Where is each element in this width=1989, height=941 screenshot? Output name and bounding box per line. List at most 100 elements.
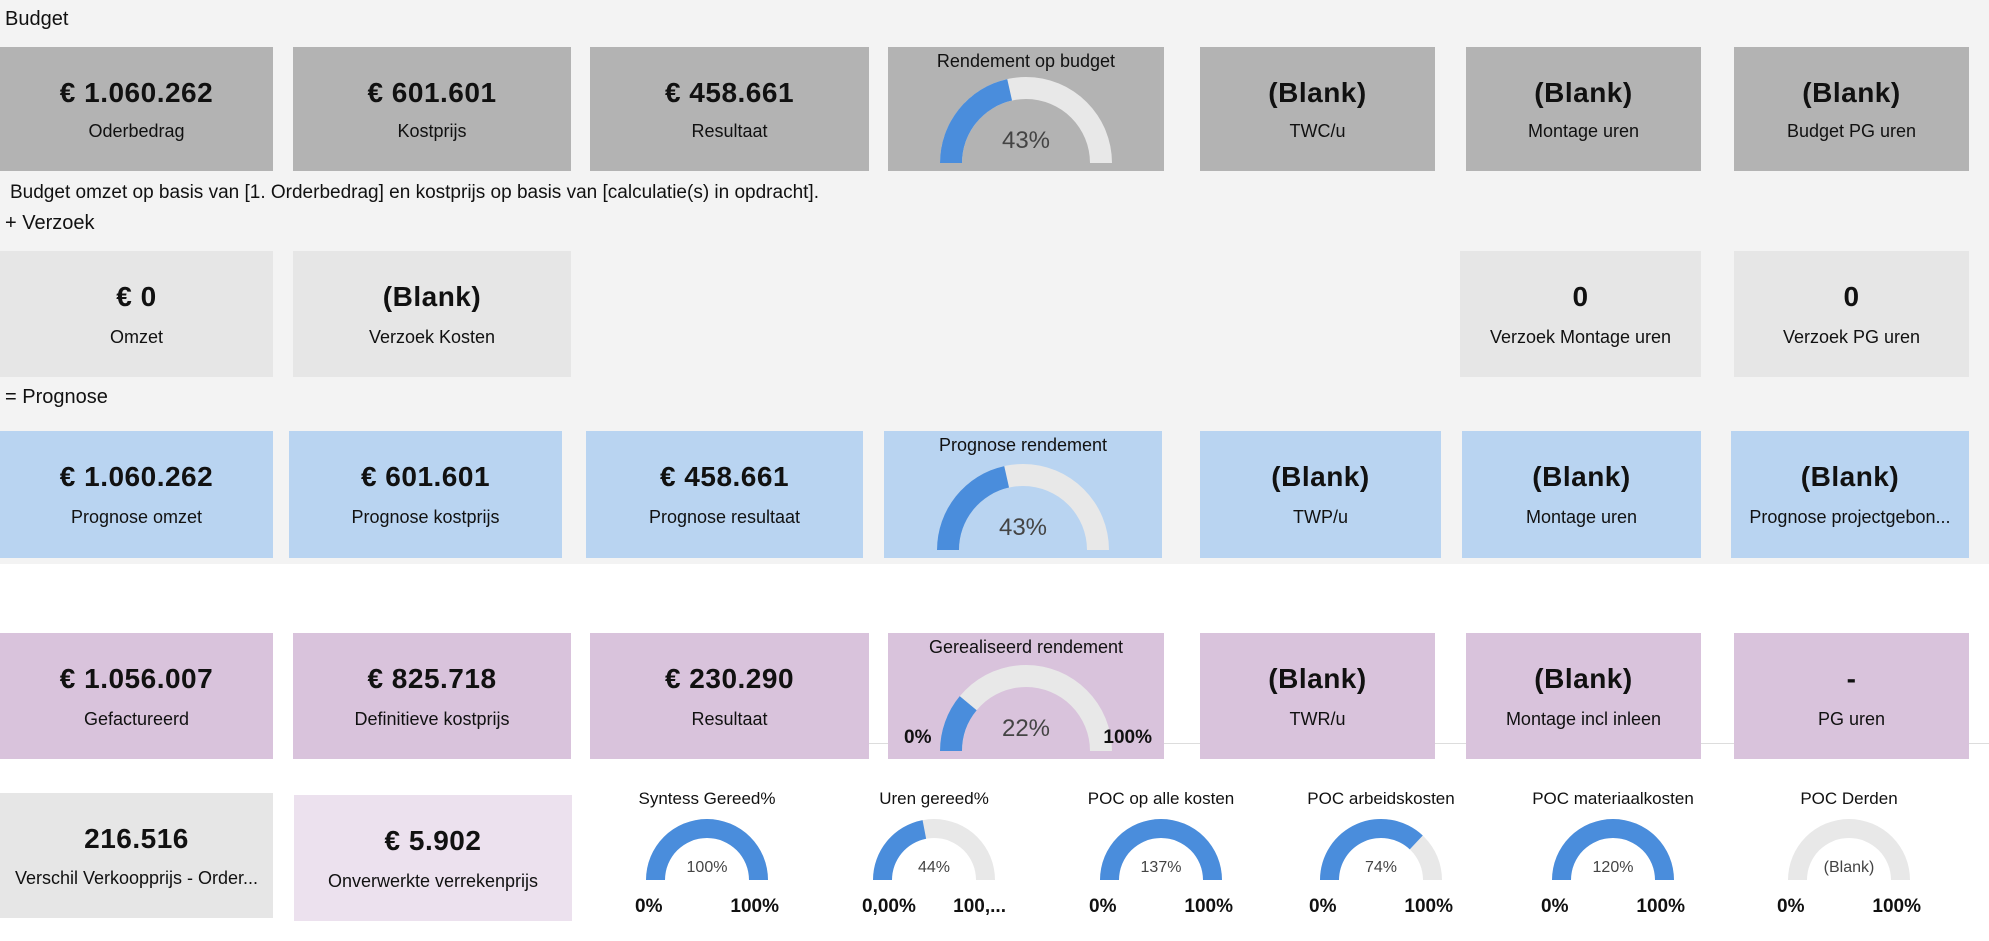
kpi-label: TWR/u — [1289, 708, 1346, 729]
kpi-label: Prognose kostprijs — [351, 507, 500, 528]
gauge-title: POC arbeidskosten — [1307, 789, 1455, 808]
gauge-fill — [1320, 819, 1423, 880]
gauge-min-label: 0% — [1089, 896, 1117, 917]
small-gauge[interactable]: POC materiaalkosten 120% 0% 100% — [1503, 785, 1723, 925]
gauge-fill — [940, 79, 1013, 163]
gauge-arc — [873, 819, 995, 880]
kpi-card[interactable]: € 1.060.262 Prognose omzet — [0, 431, 273, 558]
kpi-label: Onverwerkte verrekenprijs — [327, 870, 539, 891]
gauge-arc — [646, 819, 768, 880]
kpi-label: Definitieve kostprijs — [354, 708, 510, 729]
kpi-card[interactable]: (Blank) TWP/u — [1200, 431, 1441, 558]
kpi-value: (Blank) — [1534, 76, 1633, 108]
kpi-value: € 458.661 — [659, 461, 790, 493]
kpi-value: (Blank) — [1802, 76, 1901, 108]
kpi-label: Prognose projectgebon... — [1749, 507, 1951, 528]
kpi-card[interactable]: € 458.661 Resultaat — [590, 47, 869, 171]
kpi-card[interactable]: € 458.661 Prognose resultaat — [586, 431, 863, 558]
kpi-card[interactable]: (Blank) TWR/u — [1200, 633, 1435, 759]
kpi-label: Verzoek PG uren — [1782, 326, 1921, 347]
gauge-title: POC op alle kosten — [1087, 789, 1235, 808]
gauge-value: (Blank) — [1823, 859, 1875, 876]
gauge-fill — [940, 696, 977, 751]
kpi-card[interactable]: € 5.902 Onverwerkte verrekenprijs — [294, 795, 572, 921]
kpi-card[interactable]: (Blank) TWC/u — [1200, 47, 1435, 171]
kpi-value: (Blank) — [1800, 461, 1900, 493]
small-gauge[interactable]: POC Derden (Blank) 0% 100% — [1739, 785, 1959, 925]
small-gauge[interactable]: Uren gereed% 44% 0,00% 100,... — [824, 785, 1044, 925]
kpi-card[interactable]: (Blank) Verzoek Kosten — [293, 251, 571, 377]
gauge-card[interactable]: Gerealiseerd rendement 22% 0% 100% — [888, 633, 1164, 759]
gauge-card[interactable]: Prognose rendement 43% — [884, 431, 1162, 558]
kpi-value: € 1.060.262 — [59, 76, 214, 108]
kpi-label: Prognose resultaat — [648, 507, 801, 528]
kpi-card[interactable]: (Blank) Budget PG uren — [1734, 47, 1969, 171]
kpi-value: 0 — [1572, 281, 1589, 313]
kpi-card[interactable]: - PG uren — [1734, 633, 1969, 759]
kpi-value: (Blank) — [1534, 663, 1633, 695]
gauge-arc — [940, 665, 1112, 751]
gauge-max-label: 100% — [1103, 727, 1152, 748]
gauge-max-label: 100% — [1404, 896, 1453, 917]
kpi-label: Kostprijs — [397, 121, 467, 142]
kpi-card[interactable]: (Blank) Montage uren — [1466, 47, 1701, 171]
kpi-label: TWP/u — [1292, 507, 1348, 528]
kpi-value: (Blank) — [1268, 76, 1367, 108]
kpi-value: € 0 — [116, 281, 157, 313]
gauge-min-label: 0% — [1309, 896, 1337, 917]
gauge-min-label: 0% — [635, 896, 663, 917]
gauge-value: 43% — [998, 514, 1048, 541]
small-gauge[interactable]: POC op alle kosten 137% 0% 100% — [1051, 785, 1271, 925]
gauge-arc — [1788, 819, 1910, 880]
kpi-label: Budget PG uren — [1786, 121, 1917, 142]
gauge-value: 100% — [686, 859, 728, 876]
small-gauge[interactable]: POC arbeidskosten 74% 0% 100% — [1271, 785, 1491, 925]
kpi-label: Verzoek Kosten — [368, 326, 496, 347]
kpi-value: € 601.601 — [360, 461, 491, 493]
kpi-label: Oderbedrag — [88, 121, 185, 142]
kpi-card[interactable]: (Blank) Prognose projectgebon... — [1731, 431, 1969, 558]
kpi-label: Verzoek Montage uren — [1489, 326, 1672, 347]
kpi-card[interactable]: € 601.601 Kostprijs — [293, 47, 571, 171]
gauge-arc — [937, 464, 1109, 550]
gauge-title: POC materiaalkosten — [1532, 789, 1694, 808]
kpi-card[interactable]: 0 Verzoek PG uren — [1734, 251, 1969, 377]
kpi-value: 216.516 — [84, 823, 189, 854]
section-verzoek-title: + Verzoek — [5, 212, 95, 234]
gauge-max-label: 100% — [1184, 896, 1233, 917]
kpi-card[interactable]: 0 Verzoek Montage uren — [1460, 251, 1701, 377]
section-budget-title: Budget — [5, 8, 69, 30]
small-gauge[interactable]: Syntess Gereed% 100% 0% 100% — [597, 785, 817, 925]
kpi-value: € 601.601 — [367, 76, 497, 108]
gauge-title: POC Derden — [1800, 789, 1898, 808]
kpi-card[interactable]: € 825.718 Definitieve kostprijs — [293, 633, 571, 759]
gauge-fill — [646, 819, 768, 880]
kpi-value: € 825.718 — [367, 663, 497, 695]
gauge-max-label: 100% — [1636, 896, 1685, 917]
gauge-track — [1788, 819, 1910, 880]
kpi-card[interactable]: € 601.601 Prognose kostprijs — [289, 431, 562, 558]
gauge-title: Gerealiseerd rendement — [928, 637, 1124, 657]
kpi-label: TWC/u — [1289, 121, 1346, 142]
kpi-card[interactable]: € 230.290 Resultaat — [590, 633, 869, 759]
kpi-label: Prognose omzet — [70, 507, 203, 528]
kpi-card[interactable]: € 1.056.007 Gefactureerd — [0, 633, 273, 759]
gauge-arc — [1320, 819, 1442, 880]
kpi-card[interactable]: (Blank) Montage uren — [1462, 431, 1701, 558]
kpi-label: Omzet — [109, 326, 163, 347]
kpi-value: € 1.056.007 — [59, 663, 214, 695]
kpi-value: € 1.060.262 — [59, 461, 214, 493]
kpi-value: € 230.290 — [664, 663, 795, 695]
kpi-value: (Blank) — [1271, 461, 1370, 493]
gauge-value: 43% — [1001, 127, 1051, 154]
kpi-value: (Blank) — [1532, 461, 1631, 493]
kpi-card[interactable]: € 0 Omzet — [0, 251, 273, 377]
gauge-title: Prognose rendement — [938, 435, 1108, 455]
kpi-card[interactable]: € 1.060.262 Oderbedrag — [0, 47, 273, 171]
kpi-card[interactable]: 216.516 Verschil Verkoopprijs - Order... — [0, 793, 273, 918]
gauge-card[interactable]: Rendement op budget 43% — [888, 47, 1164, 171]
gauge-value: 120% — [1592, 859, 1634, 876]
kpi-label: Montage incl inleen — [1505, 708, 1662, 729]
gauge-arc — [940, 77, 1112, 163]
kpi-card[interactable]: (Blank) Montage incl inleen — [1466, 633, 1701, 759]
